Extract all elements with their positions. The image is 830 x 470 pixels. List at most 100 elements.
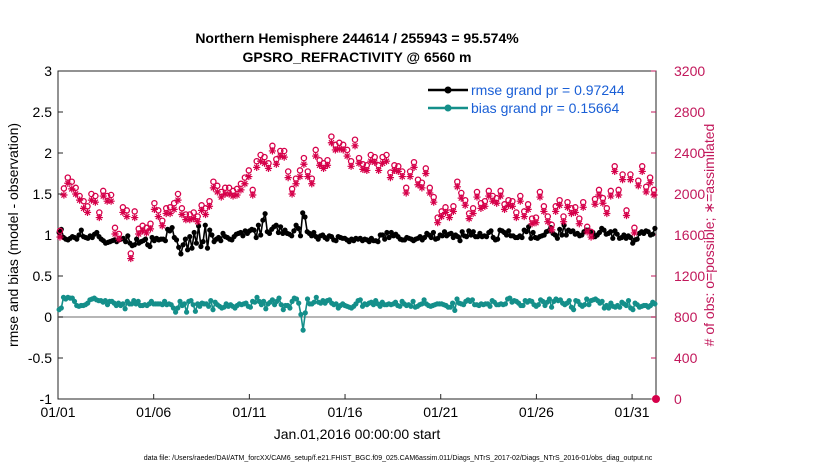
legend: rmse grand pr = 0.97244 bias grand pr = …	[428, 82, 625, 116]
y-tick-label: 1	[44, 227, 52, 243]
obs-assimilated-point	[500, 205, 509, 213]
data-point	[191, 229, 197, 236]
obs-assimilated-point	[87, 196, 96, 204]
data-point	[198, 243, 204, 250]
data-point	[630, 307, 636, 313]
data-point	[296, 300, 302, 306]
obs-assimilated-point	[123, 212, 131, 221]
data-point	[269, 297, 275, 303]
obs-assimilated-point	[371, 158, 379, 166]
data-point	[182, 236, 188, 242]
data-point	[454, 296, 460, 302]
data-point	[170, 305, 176, 311]
obs-assimilated-point	[493, 199, 501, 207]
data-point	[147, 243, 153, 250]
data-point	[495, 236, 501, 242]
obs-assimilated-point	[378, 159, 387, 167]
data-point	[586, 302, 592, 308]
data-point	[125, 233, 131, 239]
obs-assimilated-point	[512, 213, 520, 222]
data-point	[200, 239, 206, 245]
data-point	[206, 303, 212, 309]
data-point	[263, 306, 269, 312]
obs-assimilated-point	[367, 157, 375, 165]
obs-assimilated-point	[79, 204, 88, 212]
obs-assimilated-point	[56, 233, 64, 241]
obs-assimilated-point	[630, 229, 638, 237]
obs-assimilated-point	[410, 163, 418, 171]
obs-assimilated-point	[634, 182, 642, 190]
obs-assimilated-point	[567, 209, 576, 218]
obs-assimilated-point	[528, 220, 536, 228]
obs-assimilated-point	[319, 164, 328, 172]
obs-assimilated-point	[72, 190, 80, 198]
data-point	[377, 303, 383, 309]
data-point	[554, 235, 561, 241]
obs-assimilated-point	[355, 159, 363, 167]
x-tick-label: 01/21	[423, 404, 458, 420]
obs-assimilated-point	[414, 181, 422, 189]
obs-assimilated-point	[473, 193, 481, 201]
data-point	[298, 311, 304, 318]
legend-label-bias: bias grand pr = 0.15664	[471, 100, 619, 116]
obs-assimilated-point	[268, 147, 277, 155]
x-tick-label: 01/26	[519, 404, 554, 420]
data-point	[273, 222, 279, 228]
y-axis-left: -1 -0.5 0 0.5 1 1.5 2 2.5 3	[28, 63, 63, 407]
obs-assimilated-point	[162, 209, 170, 218]
x-tick-label: 01/01	[40, 404, 75, 420]
obs-assimilated-point	[304, 172, 312, 181]
obs-assimilated-point	[563, 203, 572, 211]
obs-assimilated-point	[323, 161, 332, 169]
data-point	[455, 234, 461, 240]
data-point	[450, 300, 456, 306]
data-point	[625, 298, 632, 304]
obs-assimilated-point	[571, 208, 579, 217]
data-point	[382, 236, 388, 242]
data-point	[204, 245, 211, 251]
data-point	[469, 297, 475, 303]
data-point	[503, 232, 510, 238]
y-tick-label: 2.5	[33, 104, 53, 120]
data-point	[614, 231, 620, 237]
series-3	[56, 139, 658, 263]
y-right-tick-label: 1600	[674, 227, 705, 243]
obs-assimilated-point	[127, 254, 135, 263]
data-point	[275, 229, 281, 236]
obs-assimilated-point	[453, 183, 461, 191]
data-point	[439, 233, 445, 239]
obs-assimilated-point	[308, 180, 316, 188]
obs-assimilated-point	[347, 162, 355, 170]
obs-assimilated-point	[111, 230, 119, 238]
data-point	[610, 235, 616, 241]
data-point	[304, 296, 311, 302]
series-layer	[56, 133, 658, 333]
y-tick-label: 1.5	[33, 186, 53, 202]
obs-assimilated-point	[146, 225, 155, 233]
obs-assimilated-point	[197, 206, 206, 214]
obs-assimilated-point	[556, 201, 564, 209]
obs-assimilated-point	[99, 192, 107, 200]
data-point	[210, 307, 216, 313]
obs-assimilated-point	[359, 165, 367, 173]
data-point	[94, 229, 100, 236]
obs-assimilated-point	[646, 179, 654, 187]
obs-assimilated-point	[166, 209, 174, 218]
data-point	[650, 231, 656, 237]
data-point	[581, 302, 588, 308]
obs-assimilated-point	[205, 202, 214, 210]
data-point	[302, 214, 308, 220]
obs-assimilated-point	[508, 202, 517, 210]
obs-assimilated-point	[115, 235, 123, 243]
obs-assimilated-point	[213, 188, 221, 196]
obs-assimilated-point	[83, 208, 92, 217]
obs-assimilated-point	[209, 184, 218, 192]
obs-assimilated-point	[603, 209, 611, 218]
obs-assimilated-point	[68, 185, 76, 193]
y-tick-label: -1	[40, 391, 53, 407]
data-point	[357, 297, 363, 303]
x-axis: 01/01 01/06 01/11 01/16 01/21 01/26 01/31	[40, 394, 650, 420]
data-point	[261, 298, 267, 304]
data-point	[280, 307, 286, 313]
x-tick-label: 01/31	[615, 404, 650, 420]
